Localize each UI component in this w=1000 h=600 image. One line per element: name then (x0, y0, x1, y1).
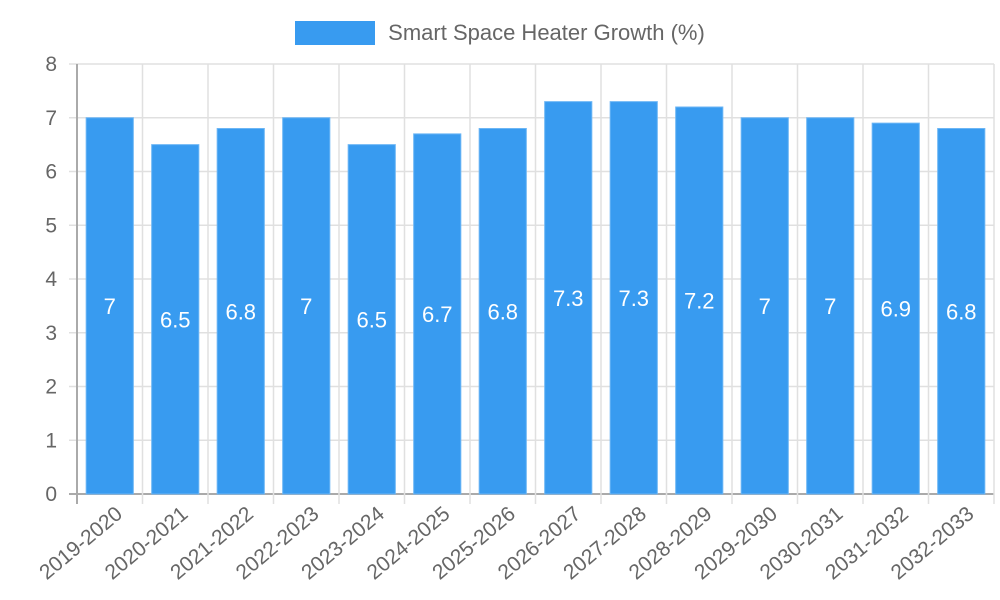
grid-lines (69, 63, 995, 504)
bar-value-label: 7.2 (684, 289, 715, 314)
bar[interactable] (478, 128, 527, 495)
y-tick-label: 2 (45, 376, 57, 399)
bar[interactable] (413, 133, 462, 495)
bar[interactable] (675, 106, 724, 495)
bar-value-label: 7 (300, 294, 312, 319)
bar-value-label: 7 (824, 294, 836, 319)
bar[interactable] (216, 128, 265, 495)
bar[interactable] (151, 144, 200, 495)
chart-legend: Smart Space Heater Growth (%) (0, 18, 1000, 48)
bar[interactable] (937, 128, 986, 495)
bar[interactable] (282, 117, 331, 495)
y-tick-label: 6 (45, 161, 57, 184)
bar[interactable] (544, 101, 593, 495)
bar-value-label: 7 (104, 294, 116, 319)
bar-value-label: 7 (759, 294, 771, 319)
bar-value-label: 6.5 (160, 307, 191, 332)
y-tick-label: 0 (45, 483, 57, 506)
y-tick-label: 3 (45, 322, 57, 345)
bar-series: 7 6.5 6.8 7 6.5 6.7 6.8 7.3 7.3 7.2 7 7 6.9 6.8 (85, 101, 986, 495)
bar-value-label: 6.8 (946, 299, 977, 324)
bar-value-label: 6.9 (880, 297, 911, 322)
y-tick-label: 8 (45, 53, 57, 76)
bar-value-label: 6.5 (356, 307, 387, 332)
y-tick-label: 1 (45, 429, 57, 452)
bar-value-label: 6.8 (487, 299, 518, 324)
bar-value-label: 7.3 (553, 286, 584, 311)
legend-swatch[interactable] (295, 21, 376, 45)
legend-label: Smart Space Heater Growth (%) (388, 20, 705, 45)
bar[interactable] (609, 101, 658, 495)
y-tick-label: 4 (45, 268, 57, 291)
bar[interactable] (85, 117, 134, 495)
bar[interactable] (347, 144, 396, 495)
bar-value-label: 6.7 (422, 302, 453, 327)
bar[interactable] (806, 117, 855, 495)
bar-value-label: 6.8 (225, 299, 256, 324)
y-tick-label: 5 (45, 214, 57, 237)
bar[interactable] (740, 117, 789, 495)
bar-value-label: 7.3 (618, 286, 649, 311)
y-tick-label: 7 (45, 107, 57, 130)
bar[interactable] (871, 122, 920, 495)
